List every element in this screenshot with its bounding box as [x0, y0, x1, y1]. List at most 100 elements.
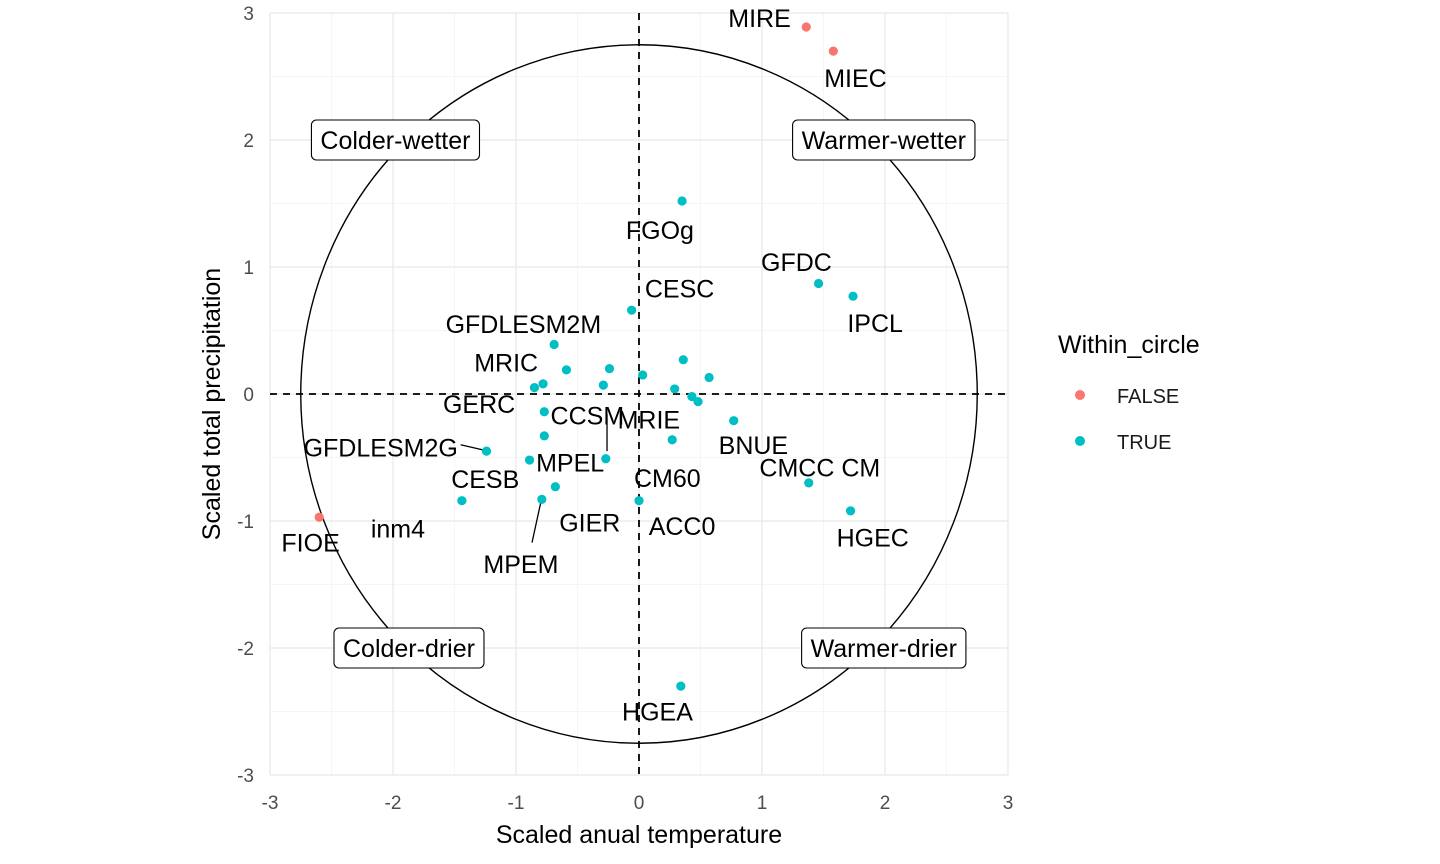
point-label: CM60	[634, 465, 701, 493]
data-point-true	[457, 496, 467, 506]
quadrant-label-box	[333, 627, 485, 669]
data-point-true	[524, 455, 535, 465]
y-axis-title: Scaled total precipitation	[198, 268, 226, 540]
reference-lines	[270, 13, 1008, 775]
legend-label-false: FALSE	[1117, 386, 1179, 408]
data-point-false	[314, 512, 324, 522]
point-label: ACC0	[649, 513, 716, 541]
data-point-true	[634, 496, 644, 506]
data-point-true	[848, 291, 858, 301]
x-tick-label: 1	[757, 793, 768, 814]
x-tick-label: 2	[880, 793, 891, 814]
data-point-true	[537, 494, 547, 505]
point-label: CESC	[645, 276, 714, 304]
data-point-true	[601, 454, 611, 464]
label-connectors	[460, 414, 608, 543]
y-tick-label: 3	[243, 4, 254, 25]
point-label: CMCC CM	[759, 455, 880, 483]
data-point-true	[561, 365, 572, 375]
quadrant-labels: Colder-wetter Warmer-wetter Colder-drier Wa…	[310, 119, 976, 669]
point-label: IPCL	[847, 310, 903, 338]
point-label: CCSM	[551, 403, 625, 431]
quadrant-label: Colder-wetter	[310, 119, 481, 161]
quadrant-label-box	[792, 119, 976, 161]
legend-label-true: TRUE	[1117, 432, 1171, 454]
point-label: GIER	[559, 509, 620, 537]
point-label: GERC	[443, 391, 515, 419]
data-point-true	[529, 383, 540, 393]
label-connector	[460, 444, 483, 451]
point-label: FGOg	[626, 217, 694, 245]
y-tick-label: -3	[237, 766, 254, 787]
data-point-true	[704, 372, 714, 383]
quadrant-label: Colder-drier	[333, 627, 485, 669]
point-label: HGEA	[622, 699, 693, 727]
data-point-true	[670, 384, 680, 394]
data-point-true	[678, 355, 688, 365]
point-label: MIEC	[824, 65, 887, 93]
data-point-true	[550, 482, 560, 492]
data-point-true	[598, 380, 608, 390]
quadrant-label-text: Warmer-wetter	[802, 127, 966, 155]
point-label: MPEL	[536, 450, 604, 478]
x-tick-label: -2	[385, 793, 402, 814]
quadrant-label: Warmer-drier	[801, 627, 967, 669]
data-point-true	[549, 339, 559, 350]
legend-title: Within_circle	[1058, 331, 1200, 359]
quadrant-label-box	[310, 119, 481, 161]
data-point-true	[693, 397, 703, 407]
x-axis-ticks: -3 -2 -1 0 1 2 3	[262, 793, 1014, 814]
legend-key-false	[1075, 390, 1085, 400]
x-tick-label: 0	[634, 793, 645, 814]
quadrant-label-text: Warmer-drier	[811, 635, 957, 663]
y-tick-label: 2	[243, 131, 254, 152]
data-point-true	[845, 506, 856, 516]
point-label: inm4	[371, 516, 425, 544]
legend: Within_circle FALSE TRUE	[1058, 331, 1200, 454]
data-point-true	[687, 391, 697, 402]
data-point-true	[604, 364, 615, 374]
point-label: GFDLESM2M	[446, 311, 602, 339]
data-point-false	[801, 22, 811, 32]
data-point-true	[627, 305, 637, 315]
y-axis-ticks: -3 -2 -1 0 1 2 3	[237, 4, 254, 787]
point-label: MPEM	[483, 551, 558, 579]
data-point-true	[667, 435, 677, 445]
point-label: MRIE	[618, 406, 681, 434]
data-points	[314, 22, 858, 691]
x-tick-label: -3	[262, 793, 279, 814]
quadrant-label-text: Colder-wetter	[320, 127, 470, 155]
data-point-true	[638, 370, 648, 380]
x-tick-label: 3	[1003, 793, 1014, 814]
point-label: GFDLESM2G	[304, 434, 458, 462]
label-connector	[531, 503, 542, 543]
point-labels: MIRE MIEC FIOE FGOg GFDC IPCL CESC GFDLESM2M MRI…	[281, 5, 908, 726]
point-label: MRIC	[474, 349, 538, 377]
circle-layer	[300, 44, 978, 744]
point-label: BNUE	[719, 432, 788, 460]
data-point-true	[804, 478, 814, 488]
x-axis-title: Scaled anual temperature	[496, 821, 782, 849]
data-point-true	[539, 431, 549, 441]
data-point-true	[677, 196, 687, 206]
quadrant-label-text: Colder-drier	[343, 635, 475, 663]
y-tick-label: -1	[237, 512, 254, 533]
quadrant-label: Warmer-wetter	[792, 119, 976, 161]
legend-key-true	[1075, 436, 1085, 446]
data-point-true	[813, 278, 824, 289]
y-tick-label: -2	[237, 639, 254, 660]
y-tick-label: 0	[243, 385, 254, 406]
point-label: FIOE	[281, 530, 339, 558]
data-point-true	[538, 379, 548, 389]
threshold-circle	[300, 44, 978, 744]
point-label: GFDC	[761, 249, 832, 277]
data-point-true	[676, 681, 686, 691]
data-point-false	[828, 46, 838, 56]
quadrant-label-box	[801, 627, 967, 669]
y-tick-label: 1	[243, 258, 254, 279]
x-tick-label: -1	[508, 793, 525, 814]
point-label: MIRE	[728, 5, 791, 33]
data-point-true	[539, 407, 549, 417]
